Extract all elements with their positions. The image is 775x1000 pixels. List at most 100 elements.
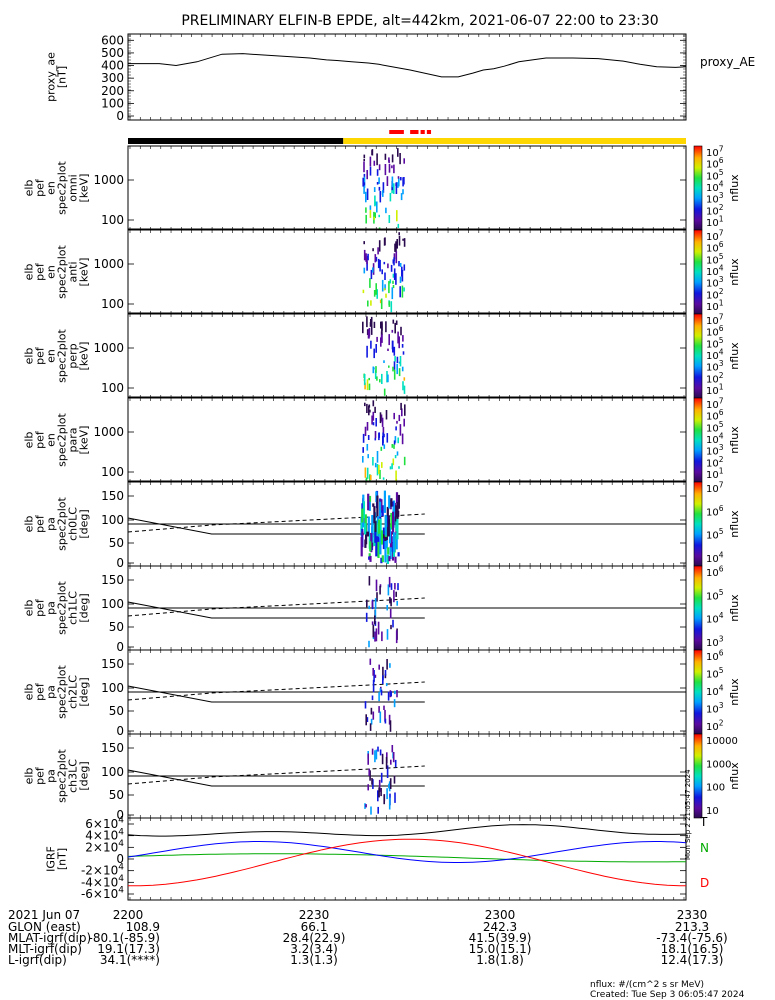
colorbar-tick-label: 105 <box>706 588 724 603</box>
spectrogram-cell <box>375 366 377 373</box>
spectrogram-cell <box>380 446 383 451</box>
row-label: GLON (east) <box>8 920 81 934</box>
spectrogram-cell <box>374 674 377 678</box>
spectrogram-cell <box>369 555 372 562</box>
spectrogram-cell <box>388 281 390 294</box>
spectrogram-cell <box>373 187 376 192</box>
spectrogram-cell <box>362 447 364 453</box>
spectrogram-cell <box>401 366 404 372</box>
row-value: 66.1 <box>301 920 328 934</box>
spectrogram-cell <box>368 495 372 502</box>
spectrogram-cell <box>368 605 370 610</box>
pa-tick-label: 50 <box>109 704 124 718</box>
spectrogram-cell <box>381 417 384 427</box>
spectrogram-cell <box>366 599 368 608</box>
spectrogram-cell <box>395 241 397 253</box>
spectrogram-cell <box>385 683 388 687</box>
colorbar-tick-label: 10 <box>706 806 719 817</box>
spectrogram-cell <box>395 630 398 644</box>
spectrogram-cell <box>370 300 372 306</box>
spectrogram-cell <box>389 279 392 284</box>
spectrogram-cell <box>397 552 400 557</box>
colorbar-tick-label: 103 <box>706 191 724 206</box>
spectrogram-cell <box>371 515 374 538</box>
igrf-line-e <box>127 841 687 863</box>
spectrogram-cell <box>372 400 375 407</box>
anti-loss-cone-line <box>127 597 425 617</box>
spectrogram-cell <box>388 495 391 509</box>
pa-tick-label: 100 <box>101 513 124 527</box>
spectrogram-cell <box>367 330 370 339</box>
pa-tick-label: 100 <box>101 681 124 695</box>
spectrogram-cell <box>401 433 404 445</box>
spectrogram-cell <box>386 629 389 640</box>
energy-panel-frame <box>127 145 687 231</box>
spectrogram-cell <box>396 420 398 424</box>
spectrogram-cell <box>389 596 391 604</box>
colorbar-tick-label: 104 <box>706 611 724 626</box>
spectrogram-cell <box>389 663 391 668</box>
energy-tick-label: 100 <box>101 297 124 311</box>
spectrogram-cell <box>388 157 390 162</box>
spectrogram-cell <box>394 556 397 563</box>
energy-tick-label: 100 <box>101 381 124 395</box>
spectrogram-cell <box>371 150 373 156</box>
spectrogram-cell <box>393 346 396 356</box>
spectrogram-cell <box>398 235 401 246</box>
row-value: 19.1(17.3) <box>97 942 160 956</box>
spectrogram-cell <box>398 361 401 364</box>
spectrogram-cell <box>384 709 386 722</box>
spectrogram-cell <box>362 433 365 443</box>
energy-panel-ylabel-line: en <box>45 349 58 363</box>
energy-panel-ylabel-line: spec2plot <box>56 329 69 383</box>
colorbar-tick-label: 104 <box>706 432 724 447</box>
spectrogram-cell <box>379 469 381 479</box>
spectrogram-cell <box>392 511 395 534</box>
spectrogram-cell <box>380 557 383 564</box>
pa-tick-label: 50 <box>109 536 124 550</box>
colorbar-label: nflux <box>728 258 741 286</box>
spectrogram-cell <box>390 264 393 272</box>
spectrogram-cell <box>375 344 377 353</box>
colorbar-tick-label: 100 <box>706 783 725 794</box>
spectrogram-cell <box>394 583 396 590</box>
spectrogram-cell <box>402 238 404 241</box>
spectrogram-cell <box>360 519 363 533</box>
x-tick-label: 2200 <box>113 908 144 922</box>
spectrogram-cell <box>370 269 373 280</box>
colorbar-tick-label: 101 <box>706 467 724 482</box>
spectrogram-cell <box>370 474 372 481</box>
spectrogram-cell <box>369 166 372 176</box>
colorbar-tick-label: 107 <box>706 313 724 328</box>
spectrogram-cell <box>375 749 378 760</box>
spectrogram-cell <box>374 609 377 619</box>
spectrogram-cell <box>382 477 385 480</box>
energy-panel-ylabel-line: para <box>67 428 80 453</box>
status-bar-segment <box>343 138 686 144</box>
spectrogram-cell <box>391 329 394 333</box>
spectrogram-cell <box>390 759 392 765</box>
proxy-ae-tick-label: 600 <box>101 33 124 47</box>
status-bar-mark <box>410 130 419 134</box>
spectrogram-cell <box>375 418 377 427</box>
pa-panel-ylabel-line: [deg] <box>78 509 91 538</box>
spectrogram-cell <box>393 253 396 260</box>
energy-panel-ylabel-line: pef <box>34 178 47 197</box>
spectrogram-cell <box>379 688 382 693</box>
energy-panel-ylabel-line: spec2plot <box>56 245 69 299</box>
spectrogram-cell <box>392 259 395 264</box>
pa-panel-colorbar <box>693 565 703 651</box>
spectrogram-cell <box>363 173 366 177</box>
spectrogram-cell <box>389 720 392 732</box>
spectrogram-cell <box>395 182 398 194</box>
colorbar-tick-label: 104 <box>706 180 724 195</box>
spectrogram-cell <box>384 718 387 724</box>
spectrogram-cell <box>379 412 382 424</box>
side-stamp: Mon Sep 2 21:05:47 2024 <box>684 769 692 860</box>
spectrogram-cell <box>393 361 396 370</box>
energy-panel-colorbar <box>693 145 703 231</box>
spectrogram-cell <box>394 792 396 803</box>
spectrogram-cell <box>372 422 375 426</box>
spectrogram-cell <box>382 190 384 197</box>
spectrogram-cell <box>388 159 390 163</box>
